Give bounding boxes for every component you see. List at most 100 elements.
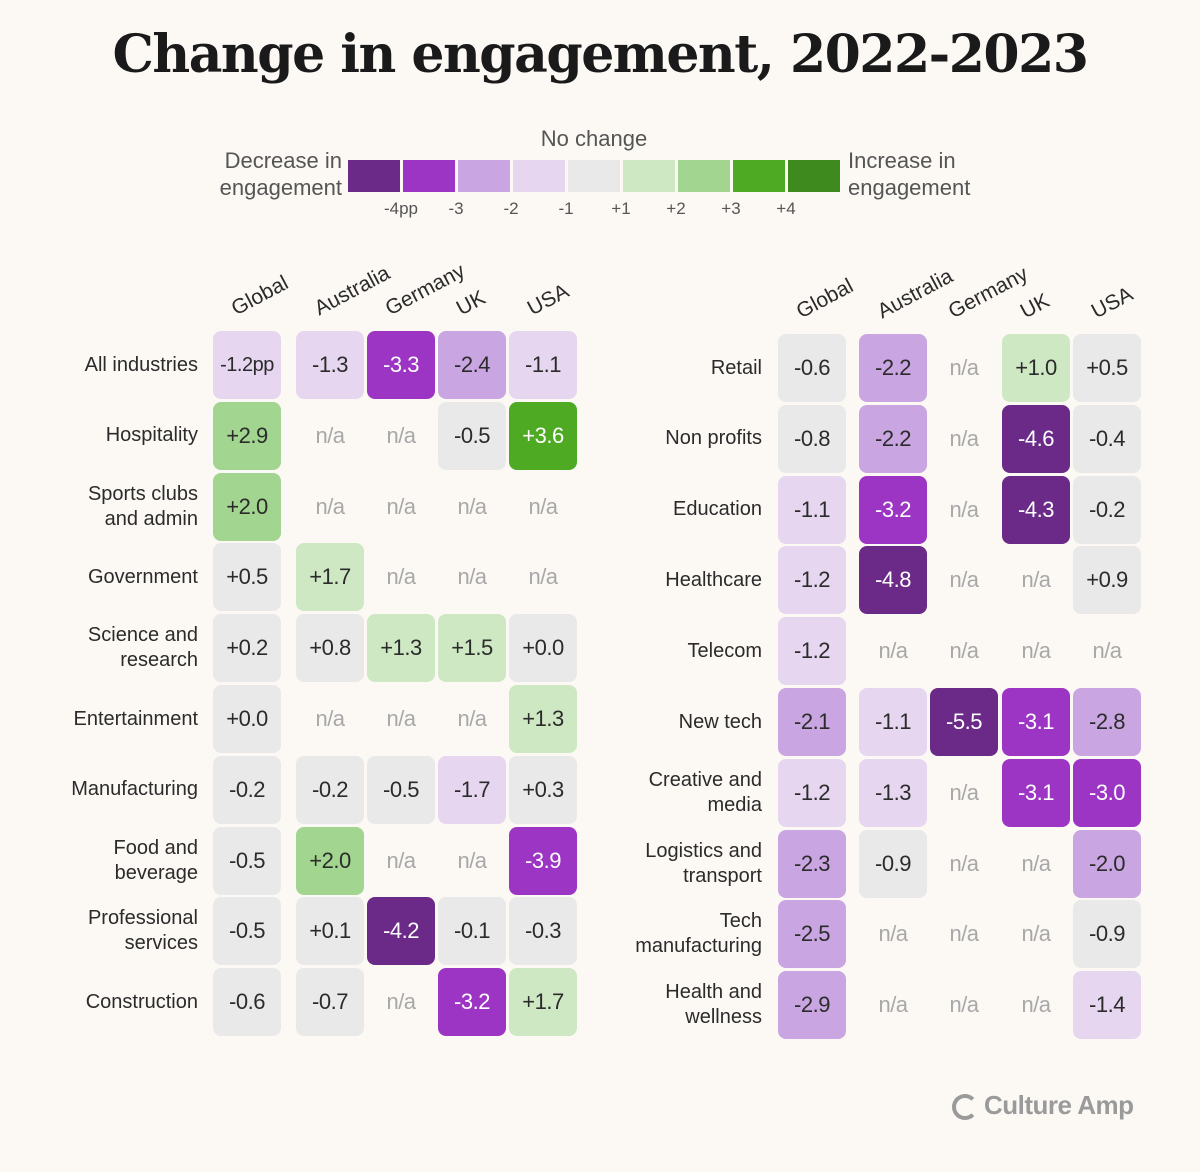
legend-tick-label: -3 <box>448 199 464 218</box>
row-label: Sports clubs and admin <box>87 482 198 530</box>
heatmap-cell: n/a <box>315 493 345 519</box>
heatmap-cell: -0.1 <box>438 897 506 966</box>
heatmap-cell: -1.4 <box>1073 971 1141 1040</box>
heatmap-cell: -4.6 <box>1002 404 1070 473</box>
heatmap-cell: -1.2 <box>778 758 846 827</box>
heatmap-cell: -0.6 <box>213 968 281 1037</box>
heatmap-cell: n/a <box>1021 567 1051 593</box>
heatmap-cell: -0.9 <box>1073 900 1141 969</box>
heatmap-cell: +0.8 <box>296 614 364 683</box>
column-header-usa: USA <box>523 279 573 321</box>
legend-no-change-label: No change <box>540 126 648 151</box>
heatmap-cell: n/a <box>878 921 908 947</box>
heatmap-cell: -4.2 <box>367 897 435 966</box>
heatmap-cell: n/a <box>949 921 979 947</box>
column-header-uk: UK <box>1016 289 1054 324</box>
legend-swatch-5 <box>623 160 675 192</box>
heatmap-cell: -2.5 <box>778 900 846 969</box>
heatmap-cell: n/a <box>949 992 979 1018</box>
heatmap-cell: n/a <box>1021 850 1051 876</box>
heatmap-cell: -0.2 <box>213 755 281 824</box>
row-label: Manufacturing <box>71 778 198 801</box>
legend-swatch-1 <box>403 160 455 192</box>
heatmap-cell: +1.0 <box>1002 334 1070 402</box>
heatmap-cell: -2.9 <box>778 971 846 1040</box>
legend-tick-label: +1 <box>611 199 631 218</box>
heatmap-cell: n/a <box>1021 992 1051 1018</box>
legend-tick-label: +4 <box>776 199 796 218</box>
legend-swatch-2 <box>458 160 510 192</box>
heatmap-cell: n/a <box>457 493 487 519</box>
heatmap-cell: +0.9 <box>1073 546 1141 615</box>
row-label: New tech <box>678 710 762 733</box>
legend-tick-label: +3 <box>721 199 741 218</box>
legend-decrease-text: Decrease in engagement <box>219 148 342 200</box>
culture-amp-logo: Culture Amp <box>952 1090 1134 1121</box>
heatmap-cell: n/a <box>1092 638 1122 664</box>
heatmap-cell: -3.0 <box>1073 758 1141 827</box>
legend-swatch-3 <box>513 160 565 192</box>
heatmap-cell: -1.1 <box>778 475 846 544</box>
column-header-germany: Germany <box>944 262 1032 324</box>
heatmap-cell: +1.3 <box>367 614 435 683</box>
column-header-australia: Australia <box>310 261 394 321</box>
culture-amp-logo-icon <box>952 1093 978 1120</box>
heatmap-cell: -0.5 <box>438 401 506 470</box>
heatmap-cell: n/a <box>949 355 979 380</box>
heatmap-cell: +0.0 <box>213 685 281 753</box>
heatmap-cell: n/a <box>315 422 345 448</box>
heatmap-cell: -2.2 <box>859 334 927 402</box>
heatmap-cell: +0.5 <box>213 543 281 612</box>
heatmap-cell: n/a <box>878 992 908 1018</box>
heatmap-cell: n/a <box>878 638 908 664</box>
row-label: Education <box>673 498 762 521</box>
heatmap-cell: +1.3 <box>509 685 577 753</box>
column-header-australia: Australia <box>873 264 957 324</box>
heatmap-cell: -0.2 <box>1073 475 1141 544</box>
row-label: Health and wellness <box>665 981 762 1029</box>
heatmap-cell: n/a <box>528 564 558 590</box>
heatmap-cell: n/a <box>386 706 416 731</box>
legend-swatch-8 <box>788 160 840 192</box>
heatmap-cell: +0.2 <box>213 614 281 683</box>
row-label: All industries <box>84 353 198 376</box>
legend-swatch-4 <box>568 160 620 192</box>
heatmap-cell: +2.9 <box>213 401 281 470</box>
row-label: Creative and media <box>648 768 762 816</box>
heatmap-cell: +0.5 <box>1073 334 1141 402</box>
legend-swatch-0 <box>348 160 400 192</box>
heatmap-cell: -1.1 <box>859 688 927 756</box>
heatmap-cell: -4.3 <box>1002 475 1070 544</box>
heatmap-cell: -2.1 <box>778 688 846 756</box>
heatmap-cell: -3.9 <box>509 826 577 895</box>
heatmap-cell: +2.0 <box>213 472 281 541</box>
legend-increase-text: Increase in engagement <box>848 148 971 200</box>
heatmap-cell: -3.1 <box>1002 758 1070 827</box>
heatmap-cell: -3.2 <box>859 475 927 544</box>
column-header-germany: Germany <box>381 259 469 321</box>
heatmap-cell: n/a <box>949 850 979 876</box>
heatmap-cell: n/a <box>386 564 416 590</box>
legend-increase-label: Increase in engagement <box>848 147 1008 201</box>
heatmap-cell: -2.8 <box>1073 688 1141 756</box>
row-label: Retail <box>710 356 762 379</box>
heatmap-cell: -2.2 <box>859 404 927 473</box>
row-label: Telecom <box>687 639 762 662</box>
heatmap-cell: -5.5 <box>930 688 998 756</box>
heatmap-cell: -1.2pp <box>213 331 281 399</box>
heatmap-cell: -0.4 <box>1073 404 1141 473</box>
heatmap-cell: n/a <box>457 706 487 731</box>
heatmap-cell: -0.6 <box>778 334 846 402</box>
heatmap-cell: n/a <box>386 847 416 873</box>
legend-tick-label: -1 <box>558 199 574 218</box>
heatmap-cell: n/a <box>457 564 487 590</box>
heatmap-cell: +1.5 <box>438 614 506 683</box>
heatmap-cell: -2.4 <box>438 331 506 399</box>
heatmap-cell: n/a <box>1021 638 1051 664</box>
heatmap-cell: -0.3 <box>509 897 577 966</box>
heatmap-cell: n/a <box>949 496 979 522</box>
legend-tick-label: -4pp <box>383 199 419 218</box>
heatmap-cell: n/a <box>386 989 416 1015</box>
column-header-global: Global <box>227 271 293 321</box>
